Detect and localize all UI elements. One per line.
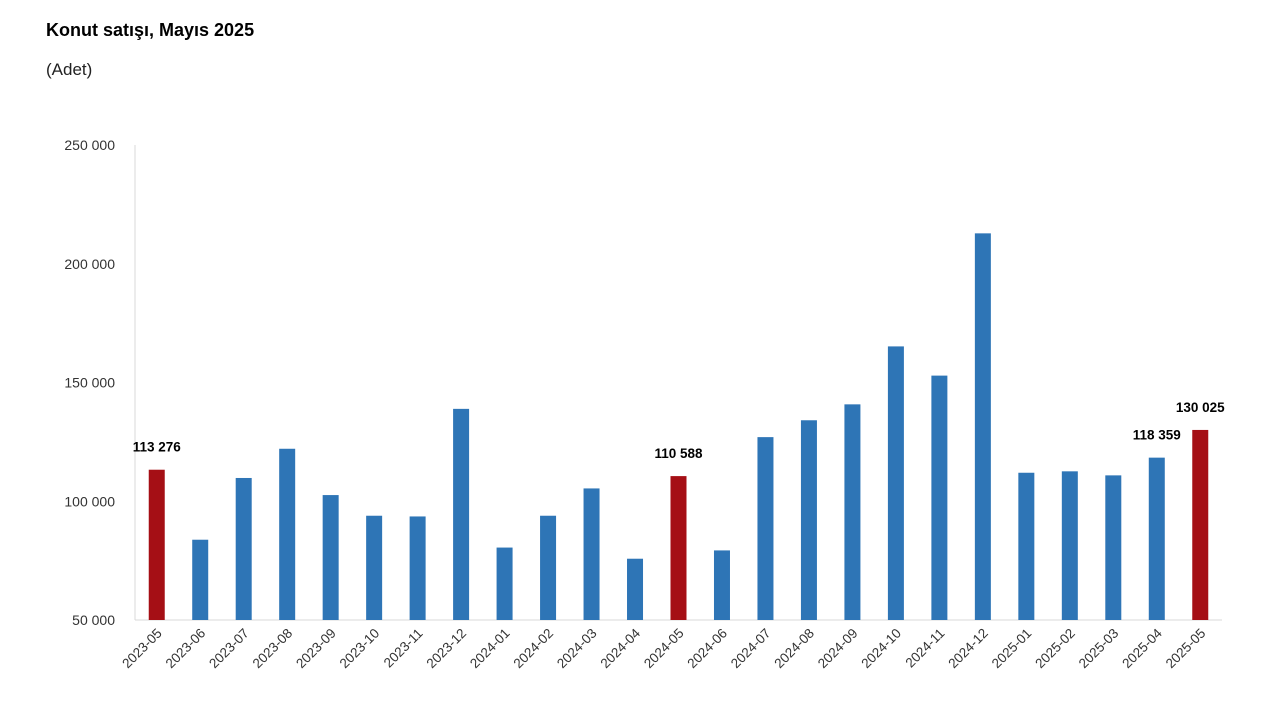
- x-tick-label: 2024-08: [771, 626, 817, 672]
- y-tick-label: 50 000: [72, 612, 115, 628]
- bar: [713, 550, 730, 620]
- bar: [148, 469, 165, 620]
- bar: [1192, 429, 1209, 620]
- x-tick-label: 2024-05: [641, 626, 687, 672]
- bar: [757, 437, 774, 620]
- x-tick-label: 2024-01: [467, 626, 513, 672]
- bar: [496, 547, 513, 620]
- bar: [974, 233, 991, 620]
- x-tick-label: 2024-11: [903, 626, 948, 671]
- bar: [322, 495, 339, 620]
- bar: [409, 516, 426, 620]
- bar: [800, 420, 817, 620]
- chart-subtitle: (Adet): [46, 60, 93, 79]
- x-tick-label: 2025-05: [1163, 626, 1209, 672]
- bar: [887, 346, 904, 620]
- data-label: 113 276: [133, 440, 182, 455]
- bar: [366, 515, 383, 620]
- x-tick-label: 2024-10: [858, 626, 904, 672]
- data-label: 118 359: [1133, 428, 1181, 443]
- x-tick-label: 2023-11: [381, 626, 426, 671]
- bar: [844, 404, 861, 620]
- x-tick-label: 2025-02: [1032, 626, 1078, 672]
- x-tick-label: 2024-03: [554, 626, 600, 672]
- y-tick-label: 100 000: [64, 493, 115, 509]
- data-label: 110 588: [654, 446, 703, 461]
- x-tick-label: 2023-12: [424, 626, 470, 672]
- y-tick-label: 150 000: [64, 375, 115, 391]
- bar: [235, 477, 252, 620]
- x-tick-label: 2025-01: [989, 626, 1035, 672]
- x-tick-label: 2024-06: [684, 626, 730, 672]
- bar: [1105, 475, 1122, 620]
- x-tick-label: 2025-04: [1119, 625, 1165, 671]
- x-tick-label: 2024-07: [728, 626, 774, 672]
- bar: [670, 476, 687, 620]
- bar: [1018, 472, 1035, 620]
- x-tick-label: 2023-07: [206, 626, 252, 672]
- bar: [279, 448, 296, 620]
- x-tick-label: 2023-10: [337, 626, 383, 672]
- x-tick-label: 2024-12: [945, 626, 991, 672]
- chart-title: Konut satışı, Mayıs 2025: [46, 20, 255, 40]
- x-tick-label: 2024-09: [815, 626, 861, 672]
- x-tick-label: 2024-04: [597, 625, 643, 671]
- y-tick-label: 200 000: [64, 256, 115, 272]
- bar: [540, 515, 557, 620]
- x-tick-label: 2023-08: [250, 626, 296, 672]
- x-tick-label: 2024-02: [511, 626, 557, 672]
- bar: [627, 558, 644, 620]
- bar: [1148, 457, 1165, 620]
- x-tick-label: 2023-06: [163, 626, 209, 672]
- bar: [583, 488, 600, 620]
- x-tick-label: 2023-05: [119, 626, 165, 672]
- bar: [931, 375, 948, 620]
- y-tick-label: 250 000: [64, 137, 115, 153]
- bar: [453, 408, 470, 620]
- bar: [1061, 471, 1078, 620]
- data-label: 130 025: [1176, 400, 1225, 415]
- bar: [192, 539, 209, 620]
- x-tick-label: 2023-09: [293, 626, 339, 672]
- x-tick-label: 2025-03: [1076, 626, 1122, 672]
